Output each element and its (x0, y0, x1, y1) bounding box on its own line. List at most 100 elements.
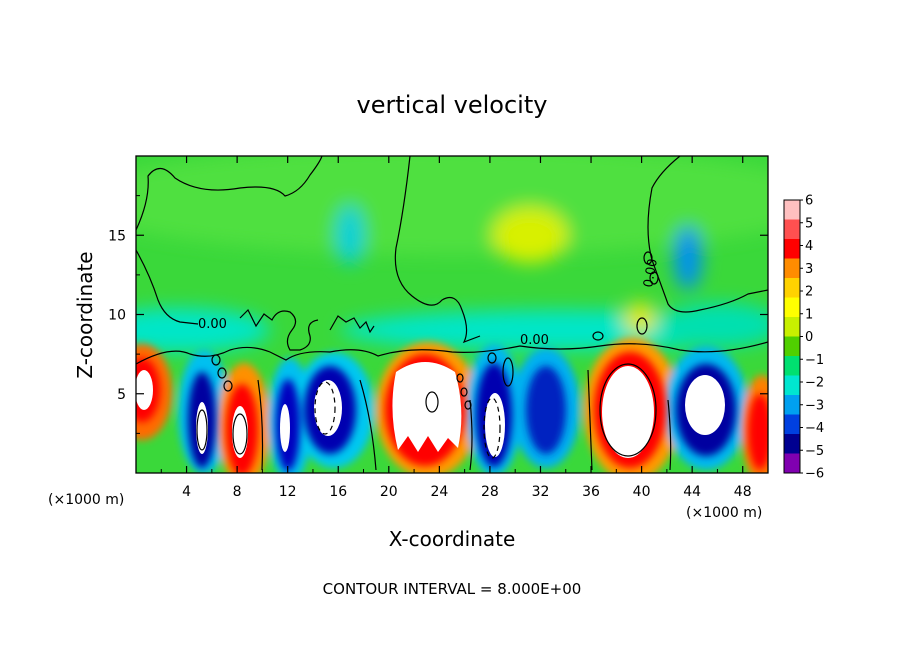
contour-small-loop-8 (502, 357, 514, 387)
x-tick-label: 20 (380, 484, 398, 500)
colorbar-label: 2 (805, 285, 813, 300)
colorbar-label: −3 (805, 398, 824, 413)
cell-blue-3-center (280, 404, 290, 452)
cell-red-10-core (748, 394, 768, 470)
cell-blue-6-center (485, 393, 505, 457)
zero-contour-upper-left (136, 156, 323, 231)
zero-contour-gap-b (359, 379, 377, 471)
contour-cell-5-small (425, 391, 439, 413)
colorbar-swatch (784, 317, 800, 337)
x-axis: 4 8 12 16 20 24 28 32 36 40 44 48 (160, 156, 752, 500)
contour-small-loop-2 (217, 367, 227, 379)
zero-contour-upper-left-2 (136, 249, 199, 325)
colorbar-swatch (784, 453, 800, 474)
colorbar-label: −6 (805, 467, 824, 482)
colorbar-label: −2 (805, 376, 824, 391)
x-tick-label: 32 (532, 484, 550, 500)
contour-small-loop-5 (460, 387, 468, 397)
contour-lines (136, 156, 768, 471)
contour-cell-8 (599, 363, 657, 457)
contour-cell-4-dashed (314, 381, 336, 435)
contour-small-loop-6 (464, 400, 472, 410)
colorbar-label: −5 (805, 444, 824, 459)
contour-small-loop-12 (592, 331, 604, 341)
contour-interval-note: CONTOUR INTERVAL = 8.000E+00 (323, 580, 582, 598)
x-tick-label: 48 (734, 484, 752, 500)
x-tick-label: 4 (182, 484, 191, 500)
colorbar-swatch (784, 200, 800, 220)
mid-cyan-band-right (340, 310, 768, 350)
colorbar-label: 5 (805, 216, 813, 231)
x-axis-label: X-coordinate (389, 527, 516, 551)
contour-label-1: 0.00 (198, 317, 227, 332)
x-tick-label: 28 (481, 484, 499, 500)
zero-contour-central (394, 156, 481, 344)
contour-cell-6-dashed (483, 397, 501, 459)
blue-patch-upper-right (674, 226, 702, 290)
mid-cyan-band-left (136, 308, 270, 352)
y-tick-label: 15 (108, 228, 126, 244)
colorbar-swatch (784, 239, 800, 259)
x-tick-label: 36 (582, 484, 600, 500)
x-tick-label: 12 (279, 484, 297, 500)
cell-blue-7-core (526, 366, 566, 454)
colorbar-label: −1 (805, 353, 824, 368)
colorbar-swatch (784, 278, 800, 298)
colorbar: 6 5 4 3 2 1 0 −1 −2 −3 −4 −5 −6 (783, 194, 824, 482)
mid-cyan-band-far-right (660, 303, 768, 347)
x-unit-left: (×1000 m) (48, 492, 124, 508)
colorbar-swatch (784, 414, 800, 435)
contour-small-loop-7 (487, 352, 497, 364)
colorbar-label: 3 (805, 262, 813, 277)
cell-blue-4-center (314, 380, 342, 436)
x-tick-label: 8 (233, 484, 242, 500)
cell-red-left-center (136, 370, 153, 410)
contour-cell-1 (196, 409, 208, 451)
chart-title: vertical velocity (357, 91, 548, 119)
colorbar-swatch (784, 375, 800, 396)
contour-small-loop-9 (643, 251, 653, 265)
zero-contour-mid-wave (239, 308, 319, 351)
cell-blue-9-center (685, 375, 725, 435)
colorbar-swatch (784, 336, 800, 357)
colorbar-swatch (784, 395, 800, 415)
y-tick-label: 5 (117, 387, 126, 403)
x-unit-right: (×1000 m) (686, 505, 762, 521)
colorbar-label: 6 (805, 194, 813, 209)
x-tick-label: 40 (633, 484, 651, 500)
zero-contour-cells-top (136, 341, 768, 365)
contour-label-3: 0.00 (641, 258, 661, 289)
yellow-patch-upper (492, 207, 568, 263)
contour-small-loop-1 (211, 354, 221, 366)
zero-contour-gap-e (667, 399, 672, 471)
zero-contour-gap-a (257, 379, 264, 471)
y-axis: 5 10 15 (108, 195, 768, 434)
contour-small-loop-4 (456, 373, 464, 383)
cyan-patch-upper-left (336, 205, 364, 265)
colorbar-label: −4 (805, 421, 824, 436)
plot-area: 0.00 0.00 0.00 (136, 156, 768, 473)
cell-red-8-center (602, 366, 654, 458)
colorbar-swatch (784, 258, 800, 279)
colorbar-label: 4 (805, 239, 813, 254)
zero-contour-jagged (329, 315, 375, 334)
contour-small-loop-11 (636, 317, 648, 335)
colorbar-label: 0 (805, 330, 813, 345)
upper-green-band (136, 156, 768, 255)
x-tick-label: 44 (683, 484, 701, 500)
contour-cell-2 (232, 413, 248, 455)
colorbar-swatch (784, 219, 800, 240)
zero-contour-gap-d (587, 369, 593, 471)
contour-small-loop-10 (649, 271, 659, 285)
colorbar-swatch (784, 356, 800, 376)
x-tick-label: 16 (329, 484, 347, 500)
x-tick-label: 24 (430, 484, 448, 500)
contour-small-loop-3 (223, 380, 233, 392)
zero-contour-right-upper (647, 156, 768, 313)
colorbar-swatch (784, 297, 800, 318)
contour-label-2: 0.00 (520, 333, 549, 348)
colorbar-swatch (784, 434, 800, 454)
y-axis-label: Z-coordinate (73, 251, 97, 378)
y-tick-label: 10 (108, 308, 126, 324)
